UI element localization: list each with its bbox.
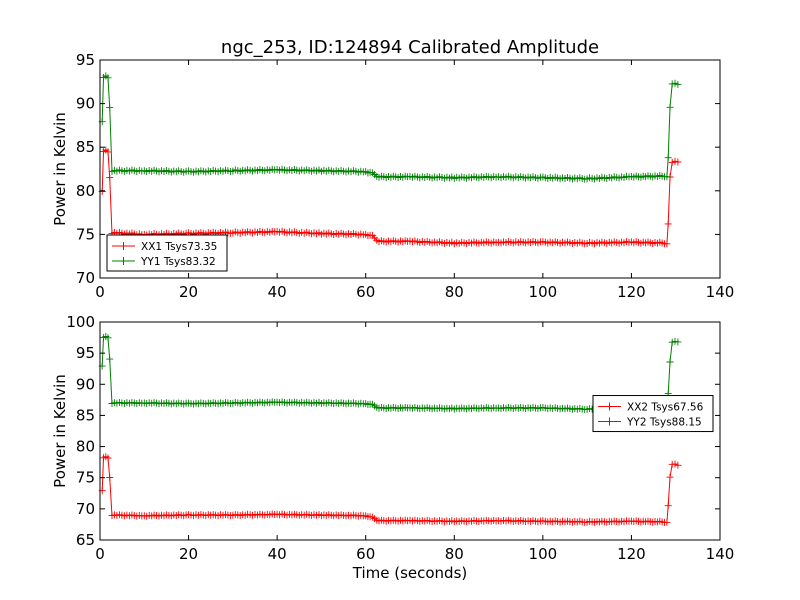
series-2-1 (98, 453, 682, 526)
data-point-marker (663, 173, 671, 181)
y-tick-label: 95 (76, 51, 95, 69)
legend-marker (119, 257, 128, 265)
data-point-marker (664, 502, 672, 510)
x-tick-label: 20 (179, 283, 198, 301)
y-tick-label: 70 (76, 500, 95, 518)
y-tick-label: 85 (76, 138, 95, 156)
data-point-marker (663, 518, 671, 526)
data-point-marker (671, 157, 679, 165)
x-tick-label: 60 (356, 283, 375, 301)
legend: XX2 Tsys67.56 YY2 Tsys88.15 (592, 395, 714, 433)
x-tick-label: 20 (179, 545, 198, 563)
subplot-1: 0 20 40 60 80 100 120 140 70 75 80 85 90 95 Power in K… (51, 51, 734, 301)
subplot-2: 0 20 40 60 80 100 120 140 65 70 75 80 85 90 95 100 Power… (51, 313, 734, 582)
data-point-marker (674, 158, 682, 166)
x-tick-label: 120 (617, 283, 646, 301)
series-1-1 (98, 146, 682, 248)
x-tick-label: 80 (445, 283, 464, 301)
legend-marker (605, 417, 614, 426)
x-tick-label: 40 (268, 283, 287, 301)
y-tick-label: 75 (76, 469, 95, 487)
legend-entry-label: XX1 Tsys73.35 (141, 241, 217, 253)
data-point-marker (671, 337, 679, 345)
x-tick-label: 140 (706, 545, 735, 563)
legend: XX1 Tsys73.35 YY1 Tsys83.32 (106, 234, 228, 272)
y-tick-label: 85 (76, 406, 95, 424)
series-line (101, 335, 678, 411)
data-point-marker (104, 334, 112, 342)
data-point-marker (104, 454, 112, 462)
y-tick-label: 80 (76, 182, 95, 200)
y-tick-label: 65 (76, 531, 95, 549)
data-point-marker (666, 358, 674, 366)
x-tick-label: 80 (445, 545, 464, 563)
data-point-marker (674, 338, 682, 346)
x-tick-label: 0 (95, 283, 105, 301)
y-tick-label: 100 (66, 313, 95, 331)
x-tick-label: 0 (95, 545, 105, 563)
y-axis-label: Power in Kelvin (51, 112, 69, 226)
legend-box (106, 234, 228, 272)
legend-entry-label: XX2 Tsys67.56 (627, 402, 704, 414)
series-1-2 (98, 72, 682, 183)
x-tick-label: 100 (529, 545, 558, 563)
data-point-marker (671, 79, 679, 87)
y-tick-label: 95 (76, 344, 95, 362)
legend-entry-label: YY2 Tsys88.15 (626, 417, 702, 429)
data-point-marker (674, 80, 682, 88)
legend-marker (605, 402, 614, 411)
legend-marker (119, 242, 128, 250)
x-tick-label: 120 (617, 545, 646, 563)
axes-frame (99, 321, 721, 541)
y-tick-label: 90 (76, 375, 95, 393)
y-axis-label: Power in Kelvin (51, 374, 69, 488)
x-tick-label: 40 (268, 545, 287, 563)
data-point-marker (106, 474, 114, 481)
data-point-marker (104, 148, 112, 156)
x-tick-label: 100 (529, 283, 558, 301)
chart-title: ngc_253, ID:124894 Calibrated Amplitude (221, 37, 599, 58)
series-line (101, 75, 679, 180)
data-point-marker (664, 220, 672, 228)
y-tick-label: 90 (76, 95, 95, 113)
series-2-2 (98, 333, 682, 414)
data-point-marker (104, 74, 112, 82)
legend-entry-label: YY1 Tsys83.32 (140, 256, 216, 268)
data-point-marker (663, 240, 671, 248)
data-point-marker (664, 154, 672, 162)
data-point-marker (106, 104, 114, 112)
data-point-marker (106, 355, 114, 363)
x-tick-label: 140 (706, 283, 735, 301)
data-point-marker (671, 460, 679, 468)
y-tick-label: 70 (76, 269, 95, 287)
y-tick-label: 80 (76, 438, 95, 456)
axes-frame (99, 59, 721, 279)
x-axis-label: Time (seconds) (352, 564, 468, 582)
data-point-marker (666, 103, 674, 111)
data-point-marker (668, 80, 676, 88)
x-tick-label: 60 (356, 545, 375, 563)
data-point-marker (666, 473, 674, 481)
data-point-marker (106, 173, 114, 181)
y-tick-label: 75 (76, 225, 95, 243)
data-point-marker (674, 461, 682, 469)
legend-box (592, 395, 714, 433)
